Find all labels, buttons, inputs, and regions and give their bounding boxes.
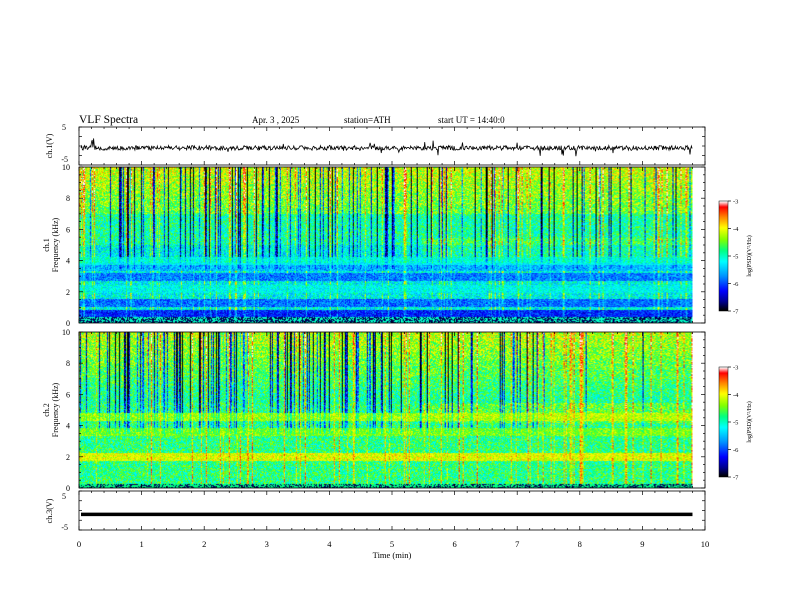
ch2-colorbar-tick-label: -3 (733, 365, 738, 372)
x-axis-label: Time (min) (373, 550, 412, 560)
ch2-colorbar-tick-label: -4 (733, 392, 739, 399)
ch3-waveform-frame (78, 490, 706, 531)
ch1-ytick-bottom: -5 (61, 155, 68, 164)
ch2-colorbar-label: log(PSD)(V²/Hz) (746, 401, 753, 442)
ch1-waveform-panel: 5 -5 ch.1(V) (45, 123, 706, 166)
ch1-colorbar-label: log(PSD)(V²/Hz) (746, 235, 753, 276)
x-tick-label: 0 (77, 539, 81, 549)
ch2-ytick-label: 10 (62, 328, 70, 337)
ch1-ytick-top: 5 (62, 123, 66, 132)
ch3-waveform-ylabel: ch.3(V) (45, 498, 54, 523)
ch1-ytick-label: 6 (66, 225, 70, 234)
x-tick-label: 5 (390, 539, 394, 549)
ch1-spectrogram-image (79, 167, 693, 323)
x-tick-label: 8 (578, 539, 582, 549)
ch2-ytick-label: 2 (66, 453, 70, 462)
ch1-colorbar-tick-label: -5 (733, 254, 738, 261)
ch2-colorbar-tick-label: -6 (733, 447, 739, 454)
ch1-colorbar-tick-label: -3 (733, 199, 738, 206)
ch1-ytick-label: 10 (62, 163, 70, 172)
x-tick-label: 9 (640, 539, 644, 549)
ch2-spectrogram-ylabel-line2: Frequency (kHz) (51, 382, 60, 437)
ch2-colorbar-tick-label: -5 (733, 420, 738, 427)
start-time-label: start UT = 14:40:0 (438, 115, 505, 125)
x-tick-label: 4 (327, 539, 332, 549)
x-tick-label: 3 (265, 539, 269, 549)
ch3-waveform-panel: 5 -5 ch.3(V) (45, 490, 706, 532)
ch1-ytick-label: 8 (66, 194, 70, 203)
x-tick-label: 1 (139, 539, 143, 549)
ch1-waveform-ylabel: ch.1(V) (45, 133, 54, 158)
ch3-ytick-top: 5 (62, 492, 66, 501)
figure-title: VLF Spectra (79, 114, 138, 126)
x-tick-label: 7 (515, 539, 519, 549)
ch1-colorbar-tick-label: -4 (733, 226, 739, 233)
ch1-colorbar-tick-label: -6 (733, 281, 739, 288)
ch1-colorbar (719, 201, 728, 311)
ch2-colorbar-tick-label: -7 (733, 475, 739, 482)
ch3-ytick-bottom: -5 (61, 523, 68, 532)
ch1-waveform-frame (78, 126, 706, 166)
ch1-ytick-label: 4 (66, 257, 70, 266)
ch1-ytick-label: 0 (66, 319, 70, 328)
x-tick-label: 2 (202, 539, 206, 549)
ch1-ytick-label: 2 (66, 288, 70, 297)
ch1-waveform-trace (80, 138, 693, 157)
ch2-spectrogram-image (79, 332, 693, 488)
ch2-spectrogram-ylabel-line1: ch.2 (42, 403, 51, 417)
ch1-colorbar-tick-label: -7 (733, 309, 739, 316)
ch2-colorbar (719, 367, 728, 477)
ch2-ytick-label: 6 (66, 390, 70, 399)
date-label: Apr. 3 , 2025 (252, 115, 300, 125)
ch1-spectrogram-ylabel-line2: Frequency (kHz) (51, 217, 60, 272)
ch2-ytick-label: 4 (66, 422, 70, 431)
x-tick-label: 6 (452, 539, 456, 549)
ch2-ytick-label: 8 (66, 359, 70, 368)
station-label: station=ATH (344, 115, 391, 125)
x-tick-label: 10 (701, 539, 710, 549)
ch1-spectrogram-ylabel-line1: ch.1 (42, 238, 51, 252)
ch2-ytick-label: 0 (66, 484, 70, 493)
